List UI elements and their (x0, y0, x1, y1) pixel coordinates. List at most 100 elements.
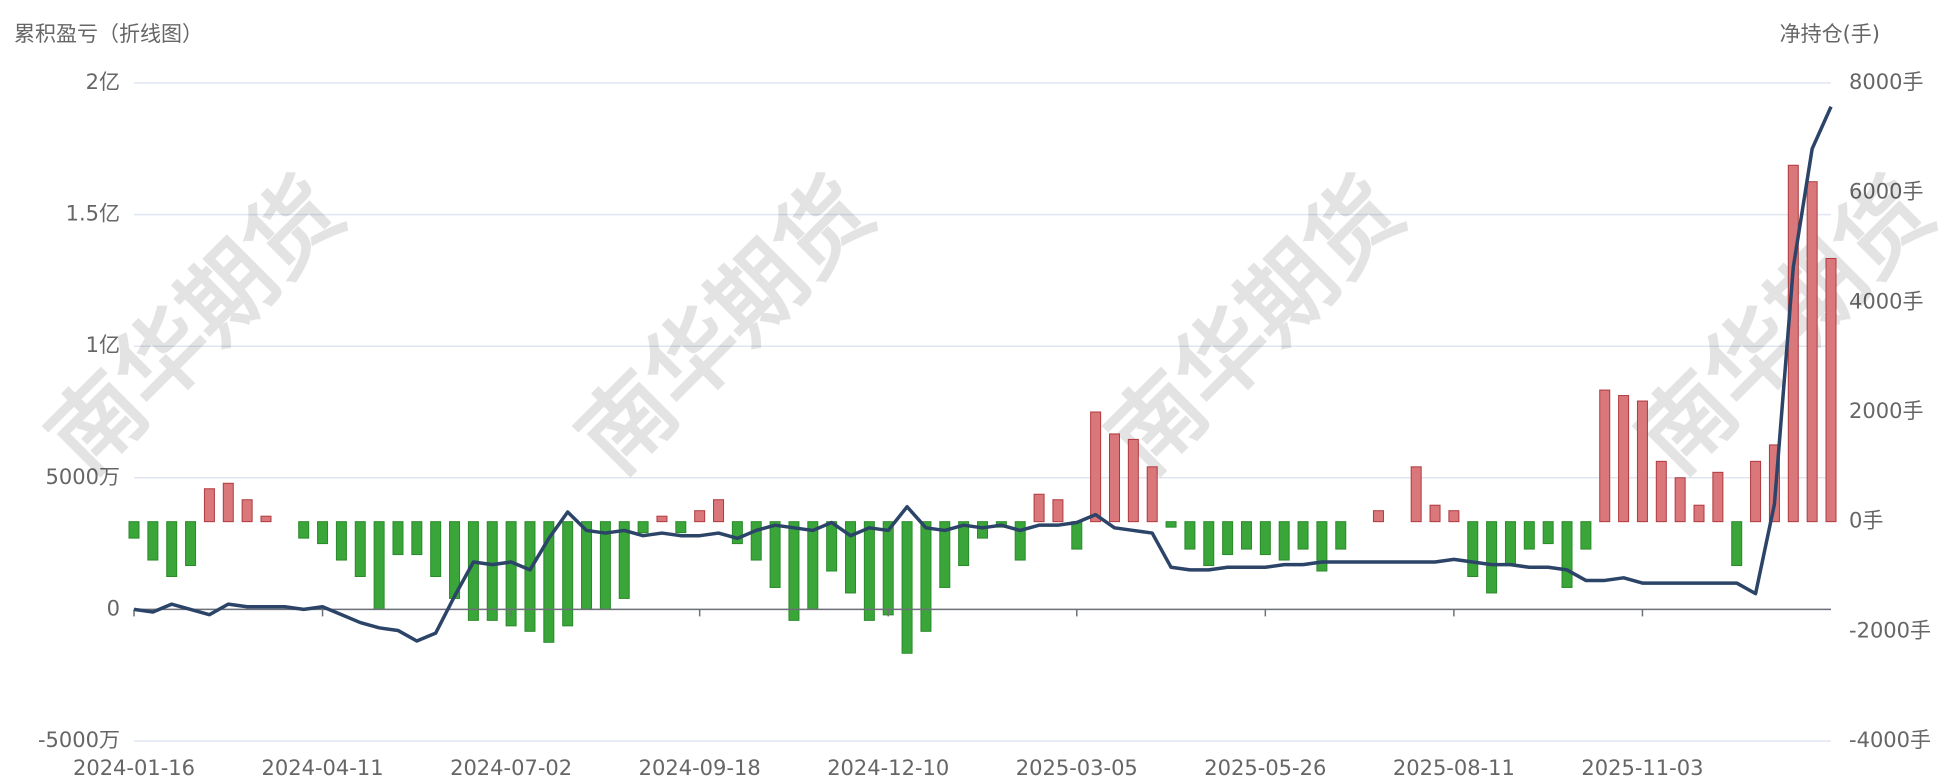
bar (1655, 460, 1667, 523)
bar (524, 521, 536, 632)
bar (166, 521, 178, 578)
bar (901, 521, 913, 654)
bar (656, 515, 668, 523)
bar (675, 521, 687, 534)
bar (128, 521, 140, 539)
x-tick-label: 2024-07-02 (450, 756, 572, 780)
bar (845, 521, 857, 594)
bar (1259, 521, 1271, 556)
bar (1071, 521, 1083, 550)
bar (1674, 477, 1686, 523)
bar (392, 521, 404, 556)
x-tick-label: 2024-01-16 (73, 756, 195, 780)
bar (731, 521, 743, 545)
bar (1335, 521, 1347, 550)
bar (1052, 499, 1064, 523)
y2-tick-label: -4000手 (1849, 728, 1931, 752)
y2-tick-label: -2000手 (1849, 618, 1931, 642)
bar (1014, 521, 1026, 561)
bar (1787, 164, 1799, 523)
bar (599, 521, 611, 610)
bar (1033, 493, 1045, 523)
bar (373, 521, 385, 610)
bar (1448, 510, 1460, 523)
y-tick-label: 0 (107, 596, 120, 620)
bar (1504, 521, 1516, 567)
bar (1561, 521, 1573, 588)
bar (1146, 466, 1158, 523)
bar (1750, 460, 1762, 523)
bar (769, 521, 781, 588)
bar (354, 521, 366, 578)
bar (1636, 400, 1648, 523)
bar (430, 521, 442, 578)
bar (1806, 181, 1818, 523)
bar (505, 521, 517, 627)
bar (1090, 411, 1102, 523)
bar (618, 521, 630, 599)
x-tick-label: 2024-09-18 (639, 756, 761, 780)
right-axis-title: 净持仓(手) (1780, 22, 1880, 46)
bar (882, 521, 894, 616)
bar (147, 521, 159, 561)
x-tick-label: 2025-03-05 (1016, 756, 1138, 780)
bar (713, 499, 725, 523)
bar (1222, 521, 1234, 556)
bar (317, 521, 329, 545)
bar (1618, 395, 1630, 523)
y-tick-label: 2亿 (86, 70, 120, 94)
line (133, 105, 1833, 643)
y2-tick-label: 4000手 (1849, 289, 1923, 313)
bar (637, 521, 649, 534)
y-tick-label: 1.5亿 (66, 202, 120, 226)
bar (241, 499, 253, 523)
y2-tick-label: 2000手 (1849, 399, 1923, 423)
bar (1523, 521, 1535, 550)
y2-tick-label: 8000手 (1849, 70, 1923, 94)
x-tick-label: 2025-11-03 (1581, 756, 1703, 780)
bar (807, 521, 819, 610)
bar (788, 521, 800, 621)
bar (977, 521, 988, 539)
bar (335, 521, 347, 561)
bar (863, 521, 875, 621)
bar (1693, 504, 1705, 523)
bar (260, 515, 272, 523)
bar (222, 482, 234, 523)
y-tick-label: 1亿 (86, 333, 120, 357)
bar (694, 510, 706, 523)
bar (298, 521, 310, 539)
bar (411, 521, 423, 556)
bar (1127, 438, 1139, 523)
bar (1467, 521, 1479, 578)
bar (1712, 471, 1724, 523)
bar (203, 488, 215, 523)
bar (1486, 521, 1498, 594)
y2-tick-label: 6000手 (1849, 180, 1923, 204)
left-axis-title: 累积盈亏（折线图） (14, 22, 203, 46)
bar (1297, 521, 1309, 550)
watermark: 南华期货 (558, 158, 894, 494)
bar (1316, 521, 1328, 572)
bar (486, 521, 498, 621)
bar (1599, 389, 1611, 523)
y2-tick-label: 0手 (1849, 509, 1883, 533)
bar (958, 521, 970, 567)
bar (562, 521, 574, 627)
bar (1108, 433, 1120, 523)
bar (1410, 466, 1422, 523)
bar (543, 521, 555, 643)
x-tick-label: 2024-04-11 (262, 756, 384, 780)
x-tick-label: 2025-08-11 (1393, 756, 1515, 780)
bar (1542, 521, 1554, 545)
bar (1278, 521, 1290, 561)
x-tick-label: 2025-05-26 (1204, 756, 1326, 780)
bar (1731, 521, 1743, 567)
bar (1580, 521, 1592, 550)
bar (1165, 521, 1177, 528)
bar (920, 521, 932, 632)
bar (1825, 257, 1837, 523)
watermark: 南华期货 (1618, 158, 1949, 494)
x-tick-label: 2024-12-10 (827, 756, 949, 780)
